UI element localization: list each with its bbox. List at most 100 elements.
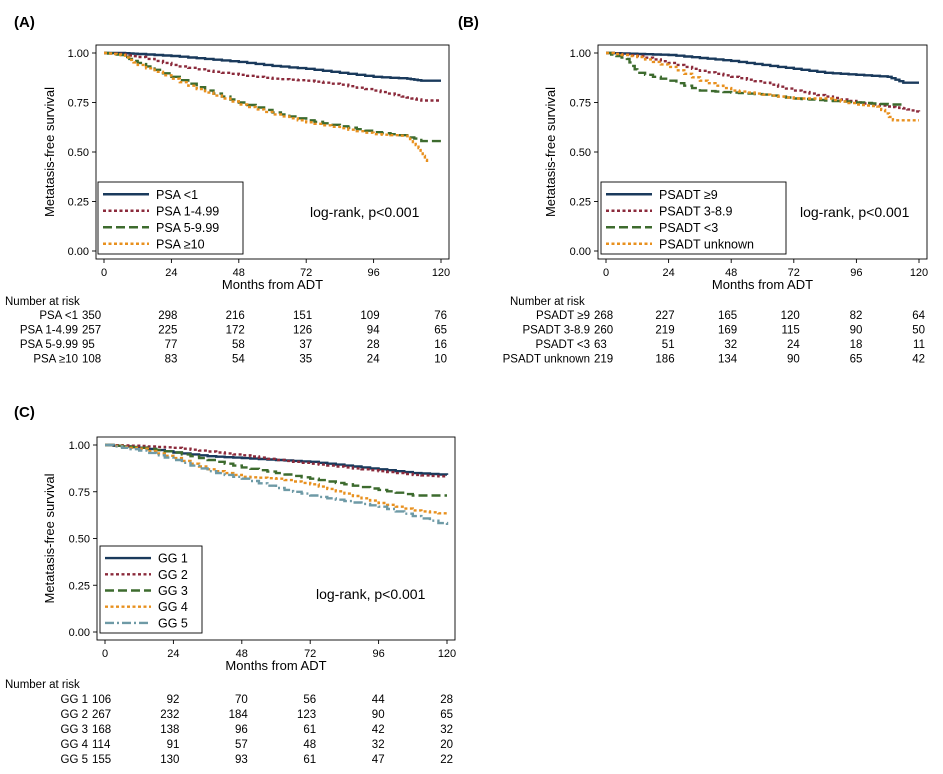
risk-count: 32 <box>724 339 737 351</box>
risk-count: 32 <box>440 724 453 736</box>
x-axis-label: Months from ADT <box>712 277 813 292</box>
risk-count: 227 <box>655 310 674 322</box>
x-tick-label: 24 <box>165 267 177 279</box>
risk-table-header: Number at risk <box>5 296 80 308</box>
risk-row-label: GG 2 <box>61 709 88 721</box>
x-tick-label: 120 <box>438 648 456 660</box>
x-axis-label: Months from ADT <box>222 277 323 292</box>
risk-count: 114 <box>92 739 111 751</box>
risk-count: 93 <box>235 754 248 766</box>
x-tick-label: 120 <box>432 267 450 279</box>
risk-row-label: PSA <1 <box>39 310 78 322</box>
risk-count: 260 <box>594 325 613 337</box>
risk-count: 70 <box>235 694 248 706</box>
risk-count: 257 <box>82 325 101 337</box>
risk-count: 24 <box>367 354 380 366</box>
risk-count: 42 <box>372 724 385 736</box>
x-tick-label: 0 <box>101 267 107 279</box>
risk-count: 18 <box>850 339 863 351</box>
x-tick-label: 0 <box>102 648 108 660</box>
risk-count: 83 <box>165 354 178 366</box>
risk-count: 32 <box>372 739 385 751</box>
risk-count: 44 <box>372 694 385 706</box>
risk-count: 165 <box>718 310 737 322</box>
risk-count: 298 <box>158 310 177 322</box>
risk-count: 28 <box>367 339 380 351</box>
y-tick-label: 1.00 <box>570 48 591 60</box>
risk-count: 10 <box>434 354 447 366</box>
legend-label: GG 4 <box>158 600 188 614</box>
legend-label: PSA 5-9.99 <box>156 221 219 235</box>
x-tick-label: 120 <box>910 267 928 279</box>
y-axis-label: Metatasis-free survival <box>42 87 57 217</box>
risk-row-label: GG 1 <box>61 694 88 706</box>
risk-count: 96 <box>235 724 248 736</box>
legend-label: PSADT ≥9 <box>659 188 718 202</box>
x-tick-label: 48 <box>725 267 737 279</box>
legend-label: PSADT 3-8.9 <box>659 204 732 218</box>
x-tick-label: 96 <box>367 267 379 279</box>
y-tick-label: 1.00 <box>69 440 90 452</box>
risk-row-label: PSA ≥10 <box>33 354 78 366</box>
risk-count: 138 <box>160 724 179 736</box>
y-tick-label: 0.25 <box>68 197 89 209</box>
risk-count: 42 <box>912 354 925 366</box>
km-panel: (B) 0.00 0.25 0.50 0.75 1.00 0 24 48 72 96 120 Metat… <box>458 14 928 366</box>
risk-row-label: PSADT unknown <box>503 354 590 366</box>
x-tick-label: 48 <box>236 648 248 660</box>
x-tick-label: 72 <box>788 267 800 279</box>
risk-count: 225 <box>158 325 177 337</box>
risk-count: 24 <box>787 339 800 351</box>
risk-row-label: PSADT 3-8.9 <box>522 325 590 337</box>
risk-count: 22 <box>440 754 453 766</box>
risk-count: 155 <box>92 754 111 766</box>
risk-count: 115 <box>781 325 799 337</box>
risk-count: 65 <box>440 709 453 721</box>
risk-table-header: Number at risk <box>5 679 80 691</box>
risk-count: 91 <box>167 739 180 751</box>
y-tick-label: 1.00 <box>68 48 89 60</box>
risk-count: 172 <box>226 325 245 337</box>
risk-count: 267 <box>92 709 111 721</box>
risk-count: 57 <box>235 739 248 751</box>
y-tick-label: 0.50 <box>68 147 89 159</box>
risk-count: 61 <box>303 754 316 766</box>
risk-count: 82 <box>850 310 863 322</box>
x-tick-label: 72 <box>304 648 316 660</box>
risk-count: 61 <box>303 724 316 736</box>
legend-label: GG 2 <box>158 568 188 582</box>
risk-count: 120 <box>781 310 800 322</box>
risk-count: 90 <box>787 354 800 366</box>
y-tick-label: 0.00 <box>68 246 89 258</box>
risk-count: 219 <box>655 325 674 337</box>
risk-count: 37 <box>299 339 312 351</box>
legend-label: PSA ≥10 <box>156 237 205 251</box>
risk-row-label: PSADT ≥9 <box>536 310 590 322</box>
x-tick-label: 96 <box>372 648 384 660</box>
risk-count: 219 <box>594 354 613 366</box>
risk-count: 77 <box>165 339 178 351</box>
y-axis-label: Metatasis-free survival <box>42 473 57 603</box>
y-tick-label: 0.75 <box>69 487 90 499</box>
x-tick-label: 96 <box>850 267 862 279</box>
risk-count: 232 <box>160 709 179 721</box>
risk-row-label: PSADT <3 <box>536 339 590 351</box>
panel-label: (C) <box>14 404 35 421</box>
y-tick-label: 0.00 <box>570 246 591 258</box>
y-tick-label: 0.50 <box>69 534 90 546</box>
risk-count: 126 <box>293 325 312 337</box>
y-tick-label: 0.25 <box>570 197 591 209</box>
x-tick-label: 0 <box>603 267 609 279</box>
survival-curve <box>105 443 449 515</box>
risk-count: 48 <box>303 739 316 751</box>
log-rank-annotation: log-rank, p<0.001 <box>310 204 420 220</box>
y-axis-label: Metatasis-free survival <box>543 87 558 217</box>
y-tick-label: 0.75 <box>68 98 89 110</box>
risk-count: 20 <box>440 739 453 751</box>
risk-count: 47 <box>372 754 385 766</box>
risk-count: 169 <box>718 325 737 337</box>
risk-row-label: GG 4 <box>61 739 89 751</box>
risk-count: 56 <box>303 694 316 706</box>
survival-curve <box>606 51 921 113</box>
risk-count: 58 <box>232 339 245 351</box>
